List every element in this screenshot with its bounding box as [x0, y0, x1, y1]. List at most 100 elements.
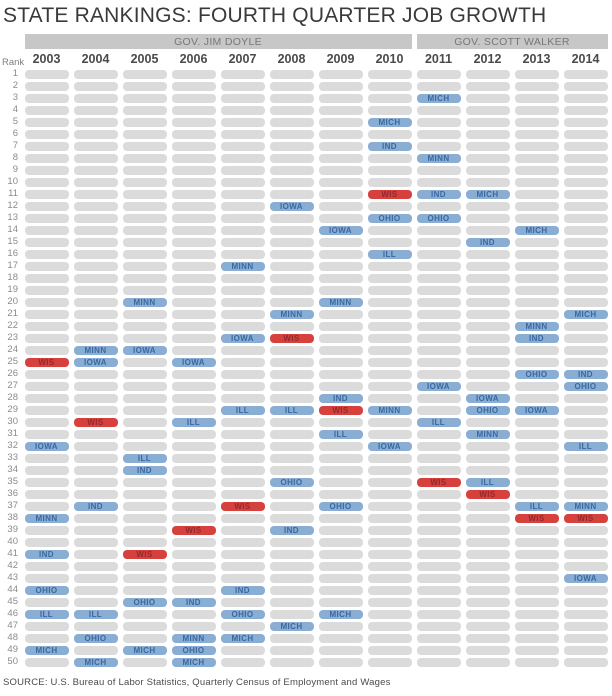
empty-bar	[367, 237, 412, 247]
grid-cell	[71, 212, 120, 224]
empty-bar	[220, 297, 265, 307]
rank-label: 20	[7, 296, 18, 307]
grid-cell	[512, 380, 561, 392]
grid-cell	[120, 224, 169, 236]
empty-bar	[465, 285, 510, 295]
grid-cell	[267, 236, 316, 248]
empty-bar	[465, 573, 510, 583]
grid-cell	[218, 368, 267, 380]
grid-cell	[414, 368, 463, 380]
year-header-2013: 2013	[522, 52, 551, 66]
state-bar-ohio-2014: OHIO	[563, 381, 608, 391]
empty-bar	[122, 309, 167, 319]
grid-cell	[463, 164, 512, 176]
empty-bar	[220, 645, 265, 655]
grid-cell	[120, 368, 169, 380]
grid-cell: MICH	[71, 656, 120, 668]
state-bar-iowa-2010: IOWA	[367, 441, 412, 451]
empty-bar	[465, 117, 510, 127]
grid-cell	[22, 188, 71, 200]
grid-cell: IND	[169, 596, 218, 608]
state-bar-ind-2006: IND	[171, 597, 216, 607]
grid-cell	[316, 104, 365, 116]
grid-cell	[71, 440, 120, 452]
empty-bar	[318, 633, 363, 643]
grid-cell	[22, 464, 71, 476]
empty-bar	[367, 105, 412, 115]
empty-bar	[73, 441, 118, 451]
empty-bar	[367, 501, 412, 511]
empty-bar	[73, 477, 118, 487]
grid-cell	[71, 368, 120, 380]
grid-cell	[316, 140, 365, 152]
empty-bar	[514, 609, 559, 619]
grid-cell	[22, 596, 71, 608]
grid-cell	[267, 536, 316, 548]
grid-cell	[71, 296, 120, 308]
empty-bar	[416, 537, 461, 547]
empty-bar	[171, 585, 216, 595]
state-bar-ohio-2005: OHIO	[122, 597, 167, 607]
state-bar-ind-2011: IND	[416, 189, 461, 199]
state-bar-iowa-2007: IOWA	[220, 333, 265, 343]
grid-cell	[71, 128, 120, 140]
empty-bar	[269, 117, 314, 127]
empty-bar	[563, 585, 608, 595]
empty-bar	[220, 225, 265, 235]
rank-label: 21	[7, 308, 18, 319]
grid-cell	[512, 176, 561, 188]
grid-cell	[71, 116, 120, 128]
grid-cell: ILL	[316, 428, 365, 440]
grid-cell	[561, 80, 610, 92]
grid-cell	[463, 464, 512, 476]
grid-cell	[316, 212, 365, 224]
empty-bar	[122, 441, 167, 451]
state-bar-ill-2005: ILL	[122, 453, 167, 463]
grid-cell	[414, 500, 463, 512]
grid-cell	[561, 296, 610, 308]
grid-cell	[218, 512, 267, 524]
state-bar-iowa-2004: IOWA	[73, 357, 118, 367]
empty-bar	[171, 141, 216, 151]
empty-bar	[24, 417, 69, 427]
empty-bar	[367, 69, 412, 79]
empty-bar	[318, 561, 363, 571]
grid-cell: IND	[512, 332, 561, 344]
empty-bar	[514, 249, 559, 259]
grid-cell	[22, 200, 71, 212]
grid-cell: MINN	[169, 632, 218, 644]
grid-cell	[463, 572, 512, 584]
grid-cell	[22, 416, 71, 428]
state-bar-ohio-2010: OHIO	[367, 213, 412, 223]
grid-cell	[22, 92, 71, 104]
state-bar-ill-2006: ILL	[171, 417, 216, 427]
empty-bar	[465, 609, 510, 619]
grid-cell	[120, 620, 169, 632]
empty-bar	[73, 513, 118, 523]
empty-bar	[122, 621, 167, 631]
empty-bar	[122, 93, 167, 103]
grid-cell	[218, 248, 267, 260]
empty-bar	[24, 465, 69, 475]
grid-cell	[267, 128, 316, 140]
grid-cell	[414, 236, 463, 248]
grid-cell	[316, 440, 365, 452]
empty-bar	[220, 321, 265, 331]
grid-cell: OHIO	[512, 368, 561, 380]
empty-bar	[269, 81, 314, 91]
grid-cell	[267, 608, 316, 620]
grid-cell	[22, 284, 71, 296]
grid-cell	[120, 152, 169, 164]
grid-cell	[71, 320, 120, 332]
grid-cell	[218, 560, 267, 572]
empty-bar	[514, 237, 559, 247]
empty-bar	[122, 573, 167, 583]
state-bar-ohio-2007: OHIO	[220, 609, 265, 619]
state-bar-ind-2012: IND	[465, 237, 510, 247]
grid-cell	[71, 68, 120, 80]
grid-cell	[169, 164, 218, 176]
grid-cell	[365, 320, 414, 332]
empty-bar	[367, 561, 412, 571]
empty-bar	[563, 549, 608, 559]
grid-cell	[365, 464, 414, 476]
